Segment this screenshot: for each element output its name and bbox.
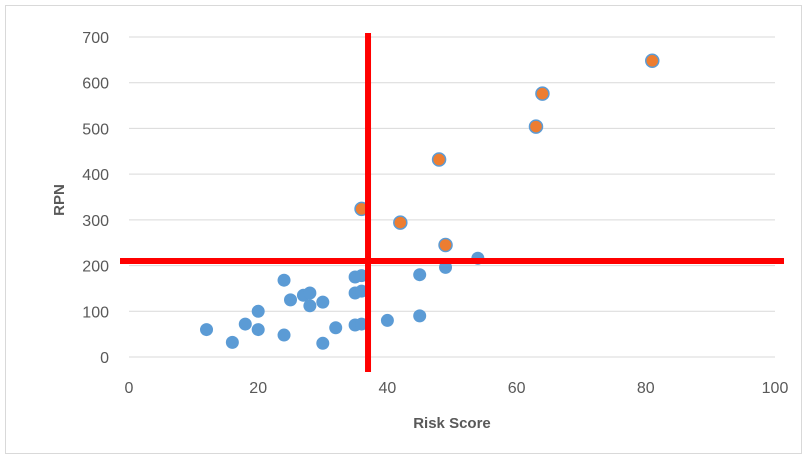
x-tick-100: 100 bbox=[762, 380, 789, 397]
data-point-s1-6 bbox=[645, 53, 660, 69]
x-tick-labels: 0 20 40 60 80 100 bbox=[125, 380, 789, 397]
x-tick-80: 80 bbox=[637, 380, 655, 397]
y-tick-600: 600 bbox=[82, 76, 109, 93]
x-tick-20: 20 bbox=[249, 380, 267, 397]
data-point-s0-13 bbox=[329, 321, 343, 335]
x-tick-60: 60 bbox=[508, 380, 526, 397]
data-point-s0-17 bbox=[355, 269, 369, 283]
x-axis-title: Risk Score bbox=[413, 415, 491, 432]
data-point-s0-6 bbox=[277, 328, 291, 342]
data-point-s0-12 bbox=[316, 336, 330, 350]
data-point-s0-2 bbox=[238, 317, 252, 331]
data-point-s0-18 bbox=[355, 284, 369, 298]
data-point-s1-5 bbox=[535, 86, 550, 101]
data-point-s0-9 bbox=[303, 286, 317, 300]
data-point-s1-4 bbox=[528, 119, 544, 134]
data-point-s0-10 bbox=[303, 299, 317, 313]
chart-frame bbox=[5, 5, 802, 454]
y-tick-500: 500 bbox=[82, 121, 109, 138]
data-point-s0-23 bbox=[439, 260, 453, 274]
data-point-s1-1 bbox=[393, 215, 408, 230]
x-tick-40: 40 bbox=[379, 380, 397, 397]
y-tick-labels: 0 100 200 300 400 500 600 700 bbox=[82, 30, 109, 367]
data-point-s0-1 bbox=[225, 335, 239, 349]
data-point-s0-3 bbox=[251, 304, 265, 318]
gridlines bbox=[129, 36, 775, 358]
y-tick-100: 100 bbox=[82, 304, 109, 321]
data-point-s1-2 bbox=[431, 152, 447, 167]
y-tick-300: 300 bbox=[82, 213, 109, 230]
data-point-s0-19 bbox=[355, 317, 369, 331]
data-point-s0-22 bbox=[413, 309, 427, 323]
y-tick-700: 700 bbox=[82, 30, 109, 47]
data-point-s0-0 bbox=[200, 323, 214, 337]
y-tick-400: 400 bbox=[82, 167, 109, 184]
y-axis-title: RPN bbox=[51, 184, 68, 216]
data-points bbox=[200, 53, 660, 350]
data-point-s0-4 bbox=[251, 323, 265, 337]
threshold-lines bbox=[120, 33, 784, 372]
x-tick-0: 0 bbox=[125, 380, 134, 397]
data-point-s0-20 bbox=[380, 313, 394, 327]
data-point-s0-11 bbox=[316, 295, 330, 309]
data-point-s1-3 bbox=[438, 237, 453, 253]
y-tick-0: 0 bbox=[100, 350, 109, 367]
data-point-s0-21 bbox=[413, 268, 427, 282]
y-tick-200: 200 bbox=[82, 259, 109, 276]
data-point-s0-5 bbox=[277, 273, 291, 287]
data-point-s0-7 bbox=[284, 293, 297, 307]
